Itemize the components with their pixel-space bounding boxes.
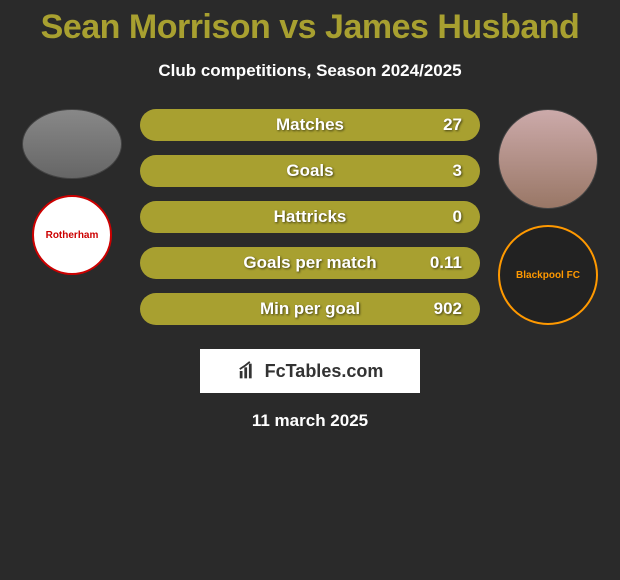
comparison-card: Sean Morrison vs James Husband Club comp… <box>0 0 620 431</box>
stat-value: 3 <box>453 161 462 181</box>
site-logo: FcTables.com <box>200 349 420 393</box>
right-player-column: Blackpool FC <box>488 109 608 325</box>
page-title: Sean Morrison vs James Husband <box>0 8 620 47</box>
stat-bar-goals: Goals 3 <box>140 155 480 187</box>
subtitle: Club competitions, Season 2024/2025 <box>0 61 620 81</box>
logo-text: FcTables.com <box>265 361 384 382</box>
left-club-badge: Rotherham <box>32 195 112 275</box>
stat-value: 0 <box>453 207 462 227</box>
stat-label: Matches <box>276 115 344 135</box>
stat-label: Hattricks <box>274 207 347 227</box>
left-club-label: Rotherham <box>46 230 99 241</box>
main-row: Rotherham Matches 27 Goals 3 Hattricks 0… <box>0 109 620 325</box>
left-player-photo <box>22 109 122 179</box>
stat-value: 0.11 <box>430 253 462 273</box>
stat-bar-goals-per-match: Goals per match 0.11 <box>140 247 480 279</box>
stat-value: 27 <box>443 115 462 135</box>
stat-label: Goals <box>286 161 333 181</box>
left-player-column: Rotherham <box>12 109 132 275</box>
stat-value: 902 <box>434 299 462 319</box>
stat-bar-min-per-goal: Min per goal 902 <box>140 293 480 325</box>
stat-bar-matches: Matches 27 <box>140 109 480 141</box>
stats-column: Matches 27 Goals 3 Hattricks 0 Goals per… <box>140 109 480 325</box>
stat-label: Min per goal <box>260 299 360 319</box>
comparison-date: 11 march 2025 <box>0 411 620 431</box>
right-club-label: Blackpool FC <box>516 270 580 281</box>
stat-bar-hattricks: Hattricks 0 <box>140 201 480 233</box>
right-club-badge: Blackpool FC <box>498 225 598 325</box>
chart-icon <box>237 360 259 382</box>
stat-label: Goals per match <box>243 253 376 273</box>
right-player-photo <box>498 109 598 209</box>
